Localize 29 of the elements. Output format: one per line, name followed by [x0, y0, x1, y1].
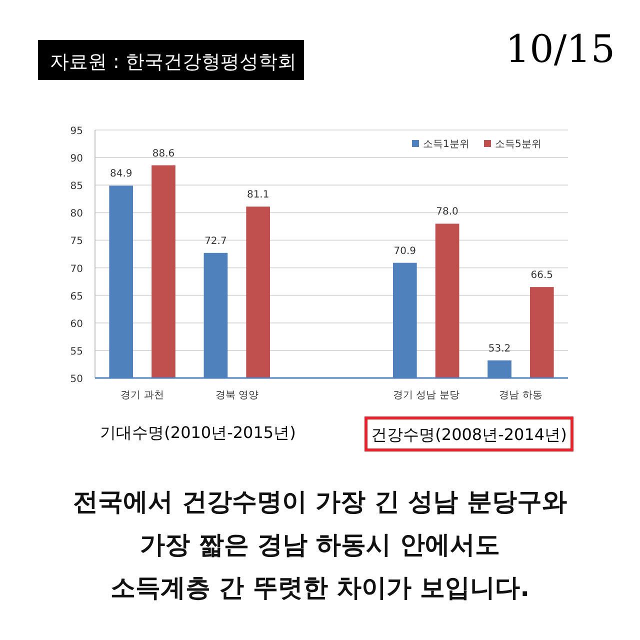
- x-tick-label: 경남 하동: [499, 390, 542, 401]
- text: 전국에서 건강수명이 가장 긴 성남 분당구와 가장 짧은 경남 하동시 안에서도 소득계층 간 뚜렷한 차이가 보입니다.: [73, 487, 567, 602]
- data-label: 70.9: [394, 246, 416, 257]
- x-tick-label: 경북 영양: [215, 390, 258, 401]
- text: 기대수명(2010년-2015년): [100, 423, 296, 442]
- data-label: 66.5: [530, 270, 554, 282]
- data-label: 81.1: [246, 190, 270, 201]
- x-tick-label: 경기 성남 분당: [392, 390, 460, 401]
- y-tick-label: 90: [70, 154, 83, 165]
- text: 자료원 : 한국건강형평성학회: [50, 51, 296, 73]
- data-label: 78.0: [436, 206, 458, 218]
- y-tick-label: 95: [70, 126, 83, 137]
- y-tick-label: 65: [70, 291, 83, 302]
- legend-label: 소득1분위: [423, 139, 470, 150]
- y-tick-label: 75: [70, 236, 83, 248]
- data-label: 72.7: [204, 236, 227, 247]
- legend-label: 소득5분위: [495, 139, 542, 150]
- y-tick-label: 50: [70, 374, 83, 385]
- y-tick-label: 85: [70, 181, 83, 192]
- y-tick-label: 60: [70, 318, 83, 330]
- text: 10/15: [505, 27, 615, 71]
- x-tick-label: 경기 과천: [120, 390, 164, 401]
- data-label: 84.9: [110, 168, 132, 180]
- text: 건강수명(2008년-2014년): [371, 425, 567, 444]
- y-tick-label: 55: [70, 346, 83, 358]
- y-tick-label: 80: [70, 208, 83, 220]
- data-label: 53.2: [488, 343, 511, 354]
- y-tick-label: 70: [70, 264, 83, 275]
- data-label: 88.6: [152, 148, 175, 160]
